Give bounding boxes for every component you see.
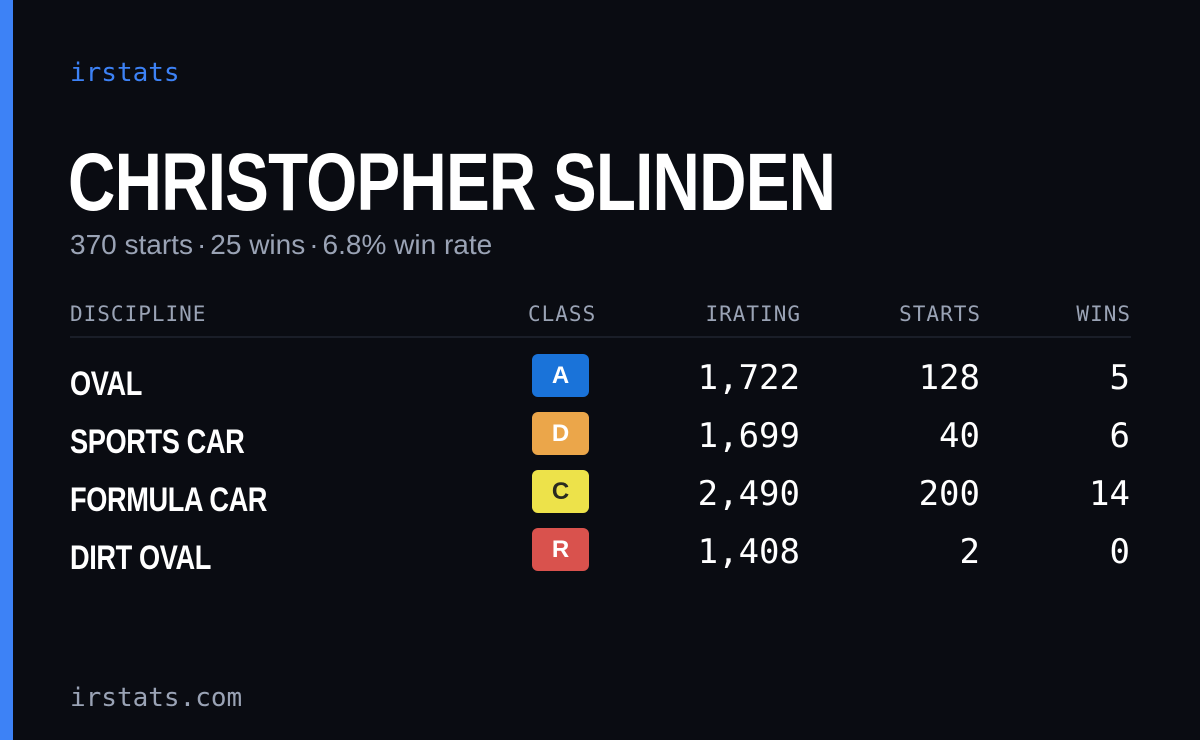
row-wins: 5	[1109, 358, 1130, 398]
summary-wins: 25 wins	[210, 229, 306, 260]
row-wins: 0	[1109, 532, 1130, 572]
class-badge: D	[532, 412, 589, 455]
header-irating: IRATING	[705, 302, 801, 326]
row-starts: 128	[918, 358, 980, 398]
brand-logo-text: irstats	[70, 58, 180, 88]
row-starts: 40	[939, 416, 980, 456]
summary-separator: ·	[309, 229, 319, 260]
summary-starts: 370 starts	[70, 229, 193, 260]
driver-name: CHRISTOPHER SLINDEN	[68, 137, 836, 228]
row-irating: 1,699	[697, 416, 800, 456]
discipline-table: DISCIPLINE CLASS IRATING STARTS WINS OVA…	[70, 296, 1131, 577]
driver-summary: 370 starts · 25 wins · 6.8% win rate	[70, 228, 492, 262]
row-irating: 1,408	[697, 532, 800, 572]
table-row: FORMULA CAR C 2,490 200 14	[70, 470, 1131, 528]
row-discipline: SPORTS CAR	[70, 423, 245, 461]
header-wins: WINS	[1076, 302, 1131, 326]
row-wins: 6	[1109, 416, 1130, 456]
class-badge: R	[532, 528, 589, 571]
summary-win-rate: 6.8% win rate	[322, 229, 493, 260]
footer-url: irstats.com	[70, 683, 243, 713]
table-header: DISCIPLINE CLASS IRATING STARTS WINS	[70, 296, 1131, 338]
table-row: SPORTS CAR D 1,699 40 6	[70, 412, 1131, 470]
row-starts: 200	[918, 474, 980, 514]
row-wins: 14	[1089, 474, 1130, 514]
summary-separator: ·	[196, 229, 207, 260]
header-starts: STARTS	[899, 302, 981, 326]
row-discipline: OVAL	[70, 365, 142, 403]
row-irating: 2,490	[697, 474, 800, 514]
class-badge: A	[532, 354, 589, 397]
table-row: DIRT OVAL R 1,408 2 0	[70, 528, 1131, 586]
table-row: OVAL A 1,722 128 5	[70, 354, 1131, 412]
accent-bar	[0, 0, 13, 740]
row-discipline: FORMULA CAR	[70, 481, 268, 519]
row-starts: 2	[959, 532, 980, 572]
row-discipline: DIRT OVAL	[70, 539, 211, 577]
header-discipline: DISCIPLINE	[70, 302, 207, 326]
header-class: CLASS	[528, 302, 597, 326]
row-irating: 1,722	[697, 358, 800, 398]
class-badge: C	[532, 470, 589, 513]
